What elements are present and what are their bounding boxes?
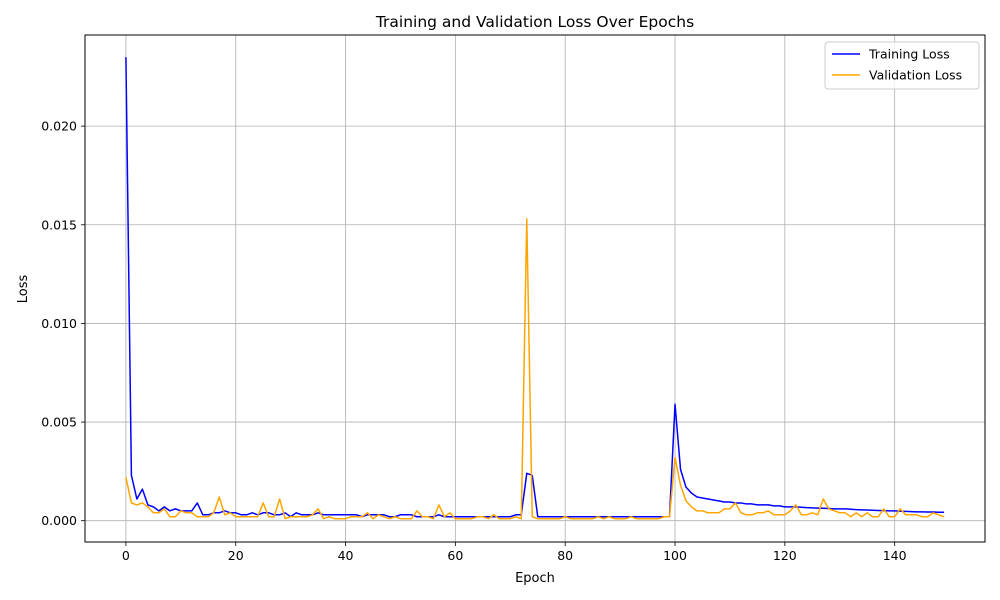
x-tick-label: 20 <box>228 548 244 563</box>
training-loss-line <box>125 57 945 518</box>
validation-loss-line <box>125 218 945 520</box>
y-tick-label: 0.005 <box>41 415 77 430</box>
grid-lines <box>85 35 985 542</box>
plot-frame <box>84 34 986 543</box>
legend: Training Loss Validation Loss <box>824 41 980 90</box>
x-tick-label: 0 <box>122 548 130 563</box>
x-tick-label: 100 <box>663 548 687 563</box>
y-tick-label: 0.020 <box>41 119 77 134</box>
chart-title: Training and Validation Loss Over Epochs <box>375 13 694 31</box>
x-tick-label: 40 <box>338 548 354 563</box>
y-tick-label: 0.015 <box>41 217 77 232</box>
x-tick-label: 120 <box>773 548 797 563</box>
y-axis-title: Loss <box>16 275 31 304</box>
y-tick-label: 0.010 <box>41 316 77 331</box>
axis-ticks: 0 20 40 60 80 100 120 140 0.000 0.005 0.010 0.015 0.… <box>41 119 906 563</box>
x-tick-label: 60 <box>447 548 463 563</box>
x-tick-label: 80 <box>557 548 573 563</box>
legend-label-training: Training Loss <box>868 47 950 62</box>
x-axis-title: Epoch <box>515 571 555 586</box>
x-tick-label: 140 <box>883 548 907 563</box>
series-lines <box>125 57 945 520</box>
y-tick-label: 0.000 <box>41 513 77 528</box>
legend-label-validation: Validation Loss <box>869 68 962 83</box>
legend-box <box>824 41 980 90</box>
